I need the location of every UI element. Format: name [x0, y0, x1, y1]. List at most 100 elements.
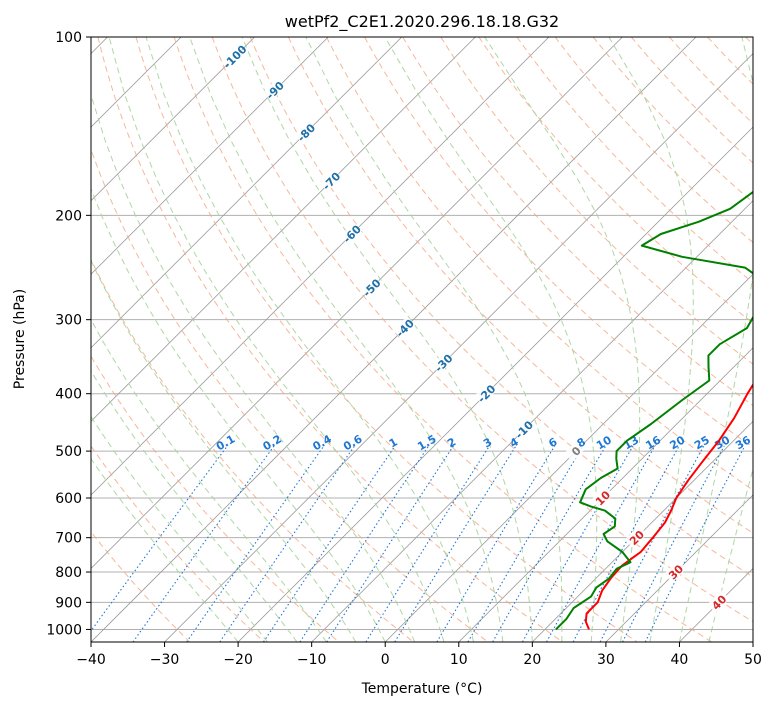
plot-background	[91, 37, 753, 642]
x-tick-label: −30	[150, 652, 180, 668]
isotherm-line	[458, 347, 753, 642]
dry-adiabat-line	[402, 37, 753, 407]
moist-adiabat-line	[145, 37, 474, 642]
dry-adiabat-label-bg	[663, 560, 687, 583]
mixing-ratio-line	[219, 445, 356, 642]
x-tick-label: 10	[450, 652, 468, 668]
moist-adiabat-line	[91, 415, 268, 642]
dry-adiabat-label-bg	[511, 417, 535, 441]
dry-adiabat-label-bg	[707, 590, 730, 613]
moist-adiabat-line	[678, 37, 753, 642]
temperature-line	[584, 382, 753, 630]
moist-adiabat-line	[241, 37, 533, 642]
mixing-ratio-line	[365, 445, 490, 642]
dry-adiabat-label-bg	[624, 525, 648, 549]
dewpoint-line	[555, 190, 753, 631]
mixing-ratio-line	[263, 445, 396, 642]
dry-adiabat-label-bg	[222, 44, 246, 68]
isotherm-line	[91, 37, 697, 642]
isotherm-line	[91, 37, 476, 422]
y-tick-label: 100	[55, 30, 82, 46]
dry-adiabat-line	[326, 37, 753, 491]
x-tick-label: 0	[381, 652, 390, 668]
y-tick-label: 700	[55, 531, 82, 547]
dry-adiabat-label-bg	[392, 316, 416, 339]
moist-adiabat-line	[91, 318, 327, 642]
x-tick-label: −20	[223, 652, 253, 668]
x-tick-label: −10	[297, 652, 327, 668]
y-tick-label: 400	[55, 387, 82, 403]
dry-adiabat-line	[554, 37, 753, 244]
mixing-ratio-line	[326, 445, 454, 642]
dry-adiabat-line	[287, 37, 753, 534]
dry-adiabat-line	[91, 445, 265, 642]
dry-adiabat-label-bg	[590, 485, 614, 509]
dry-adiabat-label-bg	[319, 168, 342, 192]
dry-adiabat-line	[97, 37, 563, 642]
isotherm-line	[91, 37, 623, 570]
x-tick-label: 20	[523, 652, 541, 668]
moist-adiabat-line	[608, 37, 694, 642]
mixing-ratio-line	[394, 445, 517, 642]
y-tick-label: 1000	[46, 622, 82, 638]
mixing-ratio-line	[644, 445, 746, 642]
y-tick-label: 800	[55, 565, 82, 581]
dry-adiabat-line	[440, 37, 753, 365]
moist-adiabat-line	[91, 187, 386, 642]
dry-adiabat-line	[91, 355, 340, 642]
isotherm-line	[91, 37, 550, 496]
dry-adiabat-line	[91, 148, 489, 642]
y-axis-title: Pressure (hPa)	[12, 289, 28, 389]
moist-adiabats	[91, 37, 753, 642]
moist-adiabat-line	[305, 37, 563, 642]
moist-adiabat-line	[484, 37, 641, 642]
mixing-ratio-line	[546, 445, 656, 642]
y-tick-label: 300	[55, 313, 82, 329]
mixing-ratio-line	[186, 445, 325, 642]
x-tick-label: 40	[671, 652, 689, 668]
plot-frame	[90, 36, 754, 643]
dry-adiabat-label-bg	[262, 78, 286, 101]
mixing-ratio-lines	[91, 445, 746, 642]
dry-adiabat-line	[364, 37, 753, 449]
isotherm-line	[752, 641, 753, 642]
moist-adiabat-line	[91, 93, 416, 642]
x-tick-label: 50	[744, 652, 762, 668]
isotherm-line	[91, 37, 329, 275]
profile-series	[555, 190, 753, 631]
chart-title: wetPf2_C2E1.2020.296.18.18.G32	[285, 12, 559, 32]
dry-adiabat-label-bg	[359, 275, 383, 299]
x-axis-title: Temperature (°C)	[361, 681, 483, 697]
moist-adiabat-line	[91, 259, 357, 642]
dry-adiabat-label-bg	[564, 439, 587, 462]
y-tick-label: 600	[55, 491, 82, 507]
isotherm-line	[91, 37, 255, 202]
x-tick-label: −40	[76, 652, 106, 668]
moist-adiabat-line	[189, 37, 504, 642]
y-tick-label: 500	[55, 444, 82, 460]
mixing-ratio-line	[132, 445, 275, 642]
dry-adiabat-label-bg	[339, 221, 363, 245]
y-axis: 100 200 300 400 500 600 700 800 900 1000	[46, 30, 91, 638]
moist-adiabat-line	[91, 457, 239, 642]
y-tick-label: 200	[55, 208, 82, 224]
mixing-ratio-line	[299, 445, 430, 642]
mixing-ratio-line	[622, 445, 725, 642]
isotherm-line	[164, 52, 753, 642]
isotherm-line	[237, 126, 753, 642]
dry-adiabat-label-bg	[474, 381, 498, 405]
x-tick-label: 30	[597, 652, 615, 668]
mixing-ratio-line	[467, 445, 584, 642]
mixing-ratio-line	[436, 445, 556, 642]
isotherm-line	[605, 494, 753, 642]
dry-adiabat-line	[91, 258, 414, 642]
y-tick-label: 900	[55, 595, 82, 611]
dry-adiabat-line	[592, 37, 753, 204]
dry-adiabat-line	[173, 37, 713, 642]
dry-adiabat-label-bg	[294, 120, 317, 144]
isobar-grid	[91, 37, 753, 630]
moist-adiabat-line	[91, 369, 298, 642]
moist-adiabat-line	[108, 37, 445, 642]
moist-adiabat-line	[384, 37, 598, 642]
